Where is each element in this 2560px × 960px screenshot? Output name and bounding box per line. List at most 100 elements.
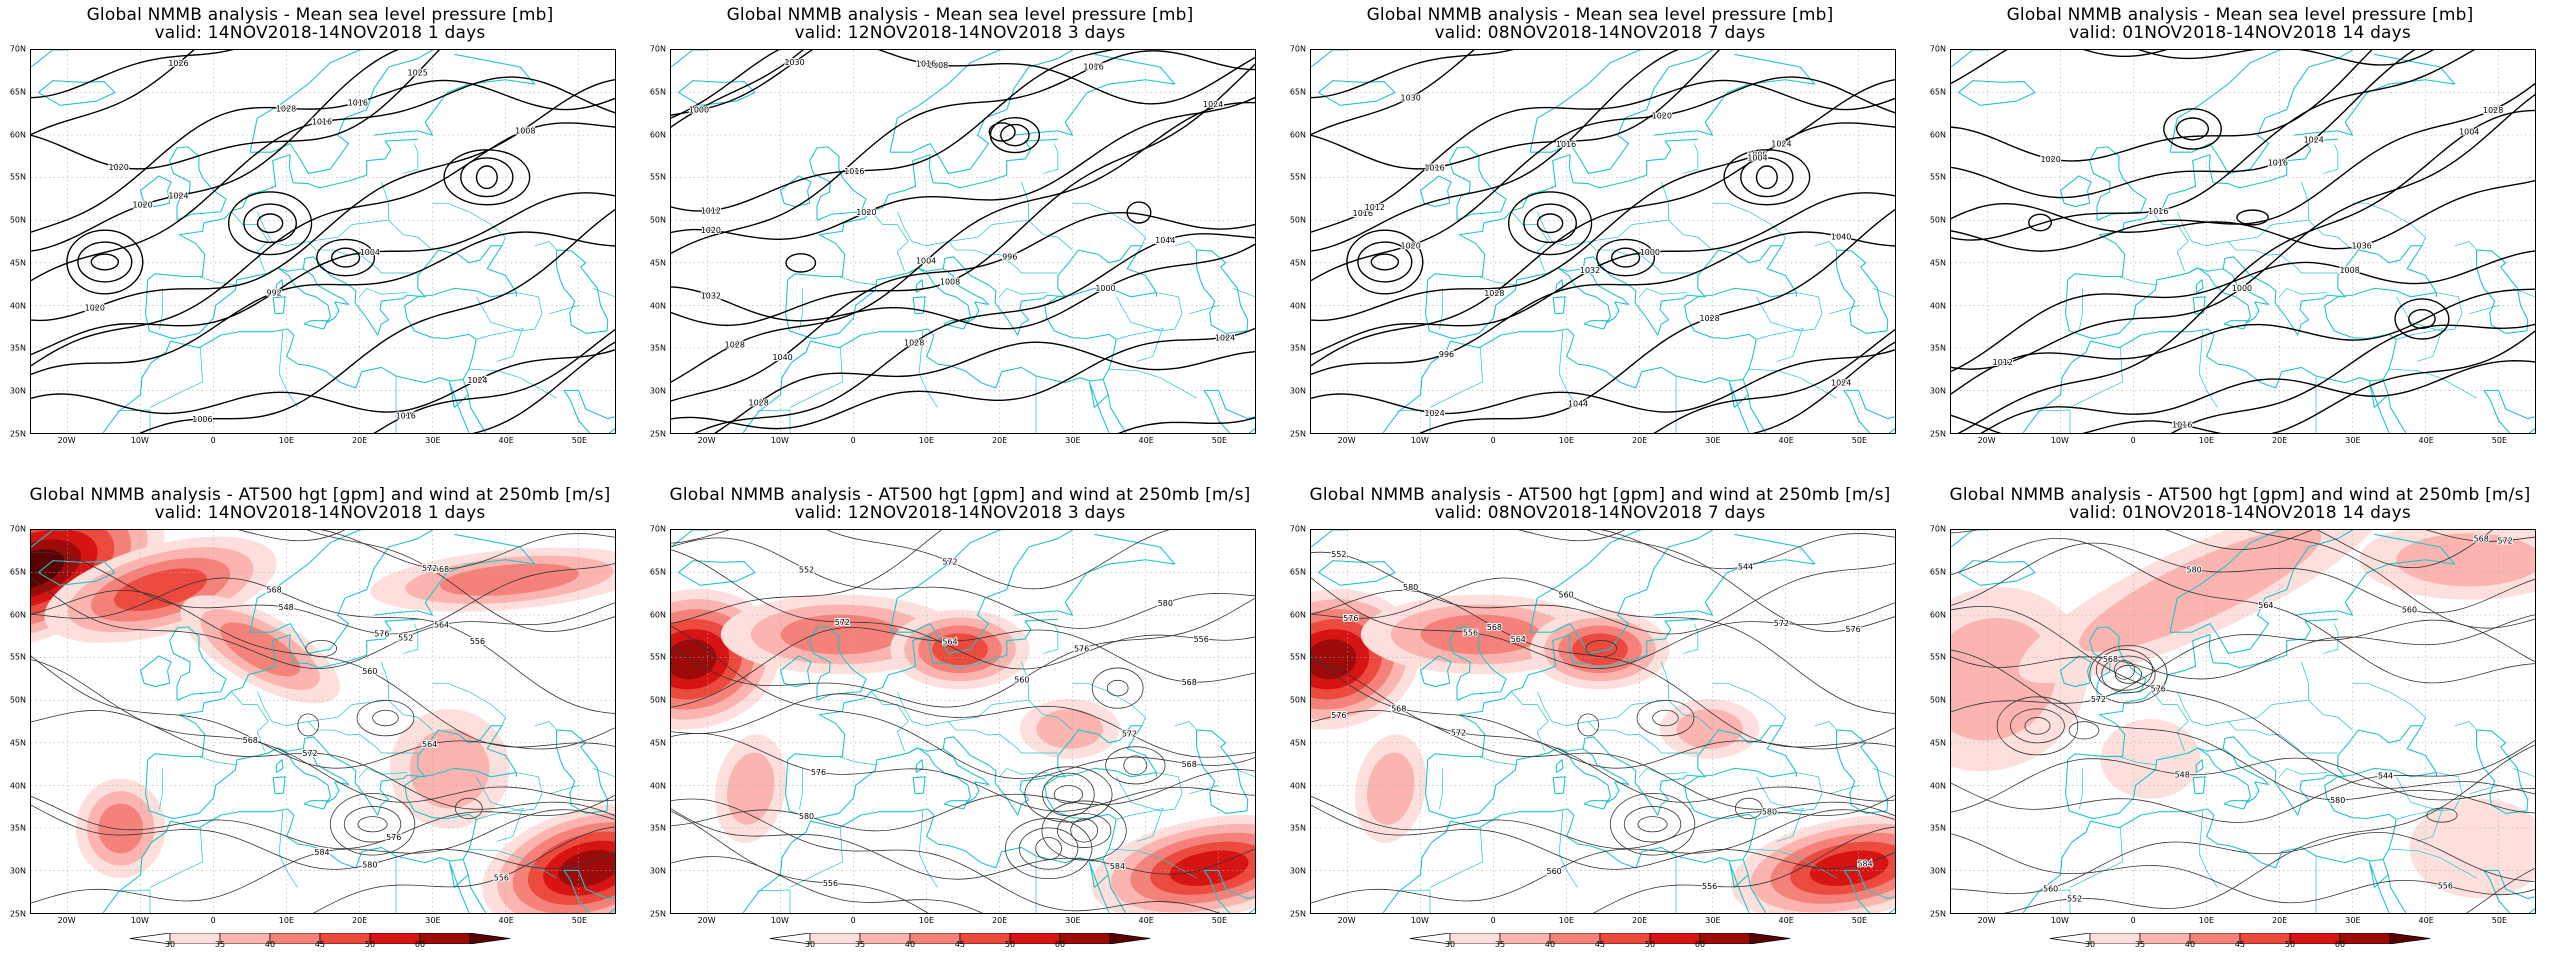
contour-label: 568 [1391, 704, 1406, 713]
closed-contour [2095, 649, 2153, 691]
country-border [1108, 368, 1197, 399]
map-panel-3: Global NMMB analysis - Mean sea level pr… [1280, 0, 1920, 480]
latitude-label: 35N [1929, 823, 1946, 833]
colorbar-ticks: 30 35 40 45 50 60 [2050, 940, 2430, 952]
longitude-label: 20W [57, 436, 76, 445]
closed-contour [90, 253, 120, 271]
contour-line [1951, 93, 2535, 370]
contour-labels: 552 556 560 564 568 572 576 580 584 556 572 580 572 5… [798, 557, 1210, 889]
contour-line [1951, 330, 2535, 433]
contour-label: 580 [2187, 566, 2202, 575]
closed-contour [1053, 785, 1084, 804]
country-border [200, 276, 237, 286]
panel-title: Global NMMB analysis - AT500 hgt [gpm] a… [1949, 485, 2531, 505]
longitude-label: 10E [918, 436, 934, 445]
wind-shading [31, 530, 615, 913]
contour-line [1951, 739, 2535, 823]
geopotential-contours [671, 530, 1255, 913]
contour-label: 1024 [467, 376, 487, 385]
latitude-label: 35N [1289, 823, 1306, 833]
latitude-label: 25N [9, 429, 26, 439]
contour-label: 992 [267, 289, 282, 298]
contour-label: 572 [2498, 537, 2513, 546]
latitude-label: 55N [649, 172, 666, 182]
coastline [1014, 533, 1176, 616]
longitude-label: 30E [425, 436, 441, 445]
coastline [1317, 560, 1396, 586]
country-border [1872, 768, 1895, 779]
contour-label: 1016 [916, 60, 936, 69]
longitude-labels: 20W 10W 0 10E 20E 30E 40E 50E [30, 436, 616, 450]
geopotential-contours [1951, 530, 2535, 913]
contour-line [31, 655, 615, 769]
longitude-label: 20W [1977, 916, 1996, 925]
latitude-label: 70N [9, 524, 26, 534]
coastline [37, 80, 116, 106]
coastline [2188, 747, 2270, 803]
contour-label: 1016 [2148, 207, 2168, 216]
contour-label: 1004 [360, 248, 380, 257]
contour-line [31, 659, 615, 803]
contour-label: 568 [1182, 760, 1197, 769]
contour-label: 1025 [408, 68, 428, 77]
latitude-label: 25N [1289, 909, 1306, 919]
contour-line [1311, 794, 1895, 850]
longitude-label: 0 [1490, 436, 1496, 445]
country-border [2279, 767, 2327, 778]
country-border [1829, 785, 1859, 795]
coastline [556, 729, 609, 814]
coastline [1555, 759, 1564, 773]
contour-line [31, 809, 615, 904]
contour-label: 1020 [85, 304, 105, 313]
borders [117, 143, 615, 433]
contour-label: 552 [799, 566, 814, 575]
wind-speed-area [1169, 850, 1249, 886]
closed-contour [1370, 253, 1400, 271]
latitude-label: 35N [9, 823, 26, 833]
country-border [1136, 809, 1163, 842]
coastline [1419, 655, 1452, 688]
longitude-label: 30E [1065, 916, 1081, 925]
country-border [308, 721, 418, 754]
borders [1397, 623, 1895, 913]
latitude-label: 60N [1929, 130, 1946, 140]
contour-line [312, 826, 615, 913]
coastline [1747, 874, 1767, 913]
closed-contour [1536, 213, 1564, 234]
mslp-map: 1020 1024 1028 1016 1020 1008 1004 992 1006 1024 1… [30, 49, 616, 434]
contour-line [1311, 577, 1895, 669]
contour-line [714, 341, 1255, 433]
country-border [1174, 721, 1197, 731]
closed-contour [1357, 241, 1413, 283]
contour-label: 544 [2378, 772, 2393, 781]
colorbar-tick-label: 50 [1004, 940, 1016, 949]
contour-label: 556 [1702, 882, 1717, 891]
coastline [31, 530, 68, 548]
coastline [139, 655, 172, 688]
country-border [1028, 219, 1073, 251]
geopotential-contours [1311, 530, 1895, 913]
closed-contour [305, 639, 338, 658]
contour-line [31, 349, 615, 415]
latitude-label: 45N [1929, 738, 1946, 748]
colorbar-tick-label: 40 [264, 940, 276, 949]
colorbar-tick-label: 30 [164, 940, 176, 949]
coastline [1419, 175, 1452, 208]
map-canvas: 1020 1024 1014 1028 1036 1000 1004 1008 1012 1016… [1951, 50, 2535, 433]
latitude-label: 45N [1289, 738, 1306, 748]
contour-label: 1024 [1203, 100, 1223, 109]
coastline [2059, 175, 2092, 208]
longitude-label: 10E [2198, 916, 2214, 925]
coastline [145, 725, 517, 860]
longitude-labels: 20W 10W 0 10E 20E 30E 40E 50E [1310, 436, 1896, 450]
colorbar-swatches [1409, 932, 1791, 945]
coastline [779, 175, 812, 208]
contour-labels: 1020 1024 1028 1016 1020 1008 1004 992 1006 1024 1… [84, 58, 537, 425]
isobars [1951, 50, 2535, 433]
contour-line [31, 50, 441, 170]
contour-label: 1000 [689, 105, 709, 114]
country-border [1756, 808, 1804, 820]
contour-label: 576 [1343, 614, 1358, 623]
colorbar-tick-label: 40 [2184, 940, 2196, 949]
